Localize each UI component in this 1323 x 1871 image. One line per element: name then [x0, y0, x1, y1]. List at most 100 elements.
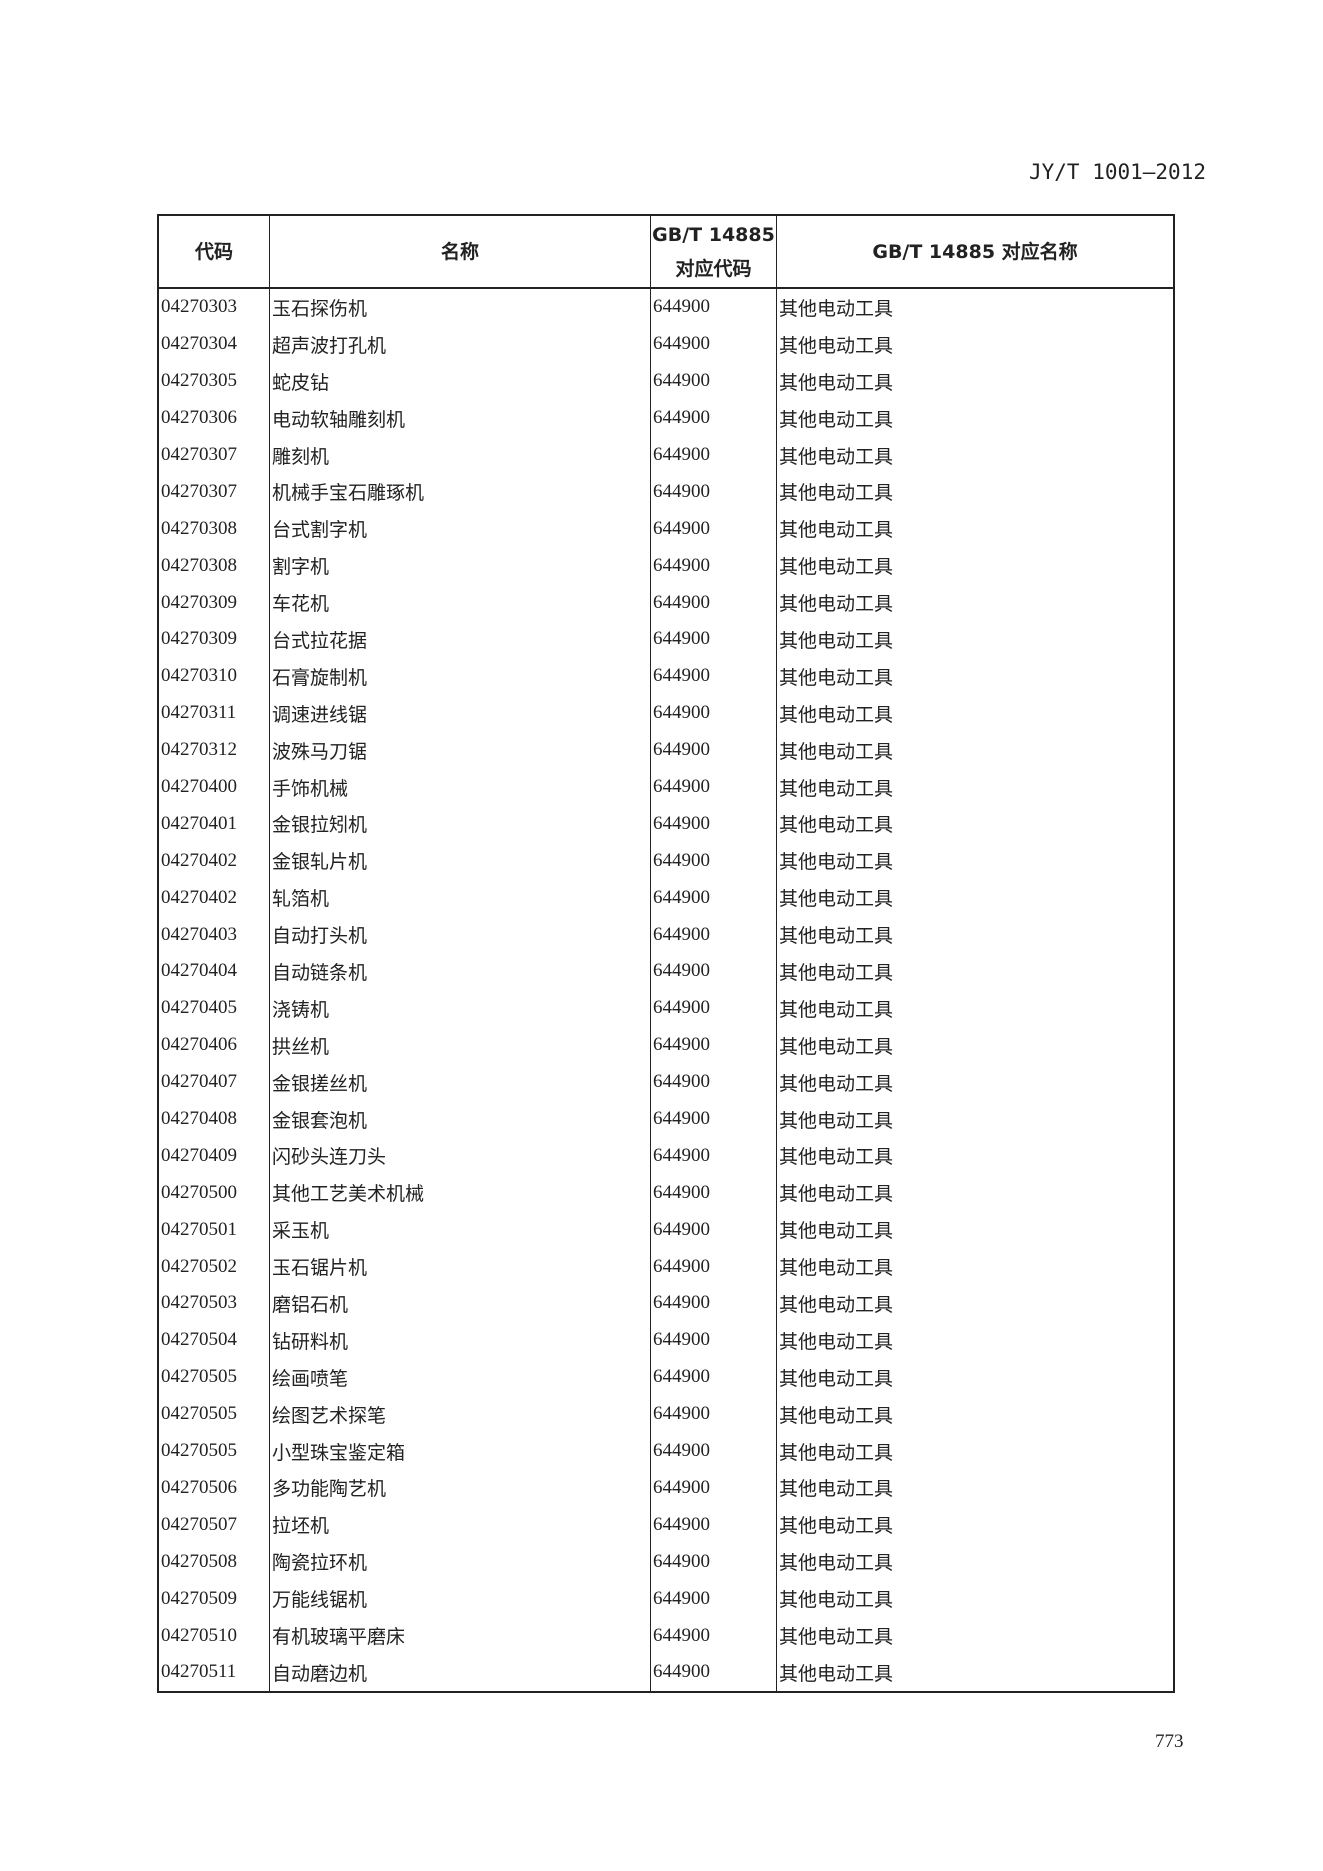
cell-gb-name: 其他电动工具 — [776, 510, 1175, 548]
page-number: 773 — [1155, 1731, 1184, 1752]
cell-gb-code: 644900 — [650, 436, 777, 474]
cell-code: 04270402 — [157, 842, 270, 880]
table-row: 04270505 绘图艺术探笔 644900 其他电动工具 — [157, 1395, 1175, 1433]
cell-name: 自动磨边机 — [269, 1653, 651, 1692]
cell-code: 04270403 — [157, 916, 270, 954]
table-row: 04270503 磨铝石机 644900 其他电动工具 — [157, 1285, 1175, 1322]
cell-code: 04270503 — [157, 1285, 270, 1322]
cell-gb-code: 644900 — [650, 657, 777, 695]
gb-code-line1: GB/T 14885 — [652, 223, 775, 246]
cell-code: 04270308 — [157, 547, 270, 585]
table-row: 04270506 多功能陶艺机 644900 其他电动工具 — [157, 1469, 1175, 1507]
table-row: 04270305 蛇皮钻 644900 其他电动工具 — [157, 362, 1175, 400]
cell-code: 04270400 — [157, 768, 270, 806]
cell-gb-name: 其他电动工具 — [776, 1137, 1175, 1175]
table-row: 04270309 台式拉花据 644900 其他电动工具 — [157, 621, 1175, 658]
table-header-row: 代码 名称 GB/T 14885 对应代码 GB/T 14885 对应名称 — [157, 214, 1175, 289]
cell-gb-code: 644900 — [650, 1248, 777, 1286]
cell-gb-name: 其他电动工具 — [776, 1469, 1175, 1507]
cell-name: 波殊马刀锯 — [269, 731, 651, 769]
cell-name: 拉坯机 — [269, 1506, 651, 1544]
cell-gb-code: 644900 — [650, 1432, 777, 1470]
table-row: 04270303 玉石探伤机 644900 其他电动工具 — [157, 288, 1175, 326]
cell-gb-name: 其他电动工具 — [776, 879, 1175, 917]
table-row: 04270308 台式割字机 644900 其他电动工具 — [157, 510, 1175, 548]
cell-code: 04270502 — [157, 1248, 270, 1286]
cell-gb-code: 644900 — [650, 1285, 777, 1322]
table-row: 04270400 手饰机械 644900 其他电动工具 — [157, 768, 1175, 806]
cell-gb-code: 644900 — [650, 879, 777, 917]
cell-gb-code: 644900 — [650, 805, 777, 843]
table-row: 04270307 雕刻机 644900 其他电动工具 — [157, 436, 1175, 474]
cell-code: 04270507 — [157, 1506, 270, 1544]
cell-name: 台式拉花据 — [269, 621, 651, 658]
table-row: 04270306 电动软轴雕刻机 644900 其他电动工具 — [157, 399, 1175, 437]
cell-gb-name: 其他电动工具 — [776, 1653, 1175, 1692]
cell-name: 绘图艺术探笔 — [269, 1395, 651, 1433]
cell-gb-code: 644900 — [650, 325, 777, 363]
gb-code-line2: 对应代码 — [675, 257, 752, 280]
cell-name: 有机玻璃平磨床 — [269, 1617, 651, 1654]
cell-gb-name: 其他电动工具 — [776, 953, 1175, 990]
cell-code: 04270508 — [157, 1543, 270, 1581]
table-row: 04270502 玉石锯片机 644900 其他电动工具 — [157, 1248, 1175, 1286]
cell-code: 04270501 — [157, 1211, 270, 1249]
table-row: 04270408 金银套泡机 644900 其他电动工具 — [157, 1100, 1175, 1138]
cell-gb-name: 其他电动工具 — [776, 362, 1175, 400]
cell-gb-name: 其他电动工具 — [776, 621, 1175, 658]
cell-code: 04270406 — [157, 1026, 270, 1064]
cell-gb-code: 644900 — [650, 916, 777, 954]
table-row: 04270402 金银轧片机 644900 其他电动工具 — [157, 842, 1175, 880]
cell-gb-code: 644900 — [650, 1395, 777, 1433]
cell-gb-code: 644900 — [650, 473, 777, 511]
cell-name: 玉石锯片机 — [269, 1248, 651, 1286]
cell-code: 04270307 — [157, 473, 270, 511]
cell-name: 台式割字机 — [269, 510, 651, 548]
cell-gb-name: 其他电动工具 — [776, 1174, 1175, 1212]
cell-name: 磨铝石机 — [269, 1285, 651, 1322]
cell-name: 蛇皮钻 — [269, 362, 651, 400]
cell-code: 04270402 — [157, 879, 270, 917]
cell-name: 金银搓丝机 — [269, 1063, 651, 1101]
cell-gb-code: 644900 — [650, 1321, 777, 1359]
cell-gb-name: 其他电动工具 — [776, 436, 1175, 474]
cell-gb-name: 其他电动工具 — [776, 842, 1175, 880]
cell-gb-code: 644900 — [650, 1174, 777, 1212]
cell-code: 04270500 — [157, 1174, 270, 1212]
cell-code: 04270404 — [157, 953, 270, 990]
cell-gb-code: 644900 — [650, 1580, 777, 1618]
table-row: 04270402 轧箔机 644900 其他电动工具 — [157, 879, 1175, 917]
cell-code: 04270511 — [157, 1653, 270, 1692]
cell-gb-name: 其他电动工具 — [776, 1543, 1175, 1581]
cell-code: 04270304 — [157, 325, 270, 363]
table-row: 04270311 调速进线锯 644900 其他电动工具 — [157, 694, 1175, 732]
cell-gb-name: 其他电动工具 — [776, 1432, 1175, 1470]
cell-gb-name: 其他电动工具 — [776, 1100, 1175, 1138]
cell-gb-code: 644900 — [650, 1063, 777, 1101]
cell-gb-name: 其他电动工具 — [776, 805, 1175, 843]
cell-name: 割字机 — [269, 547, 651, 585]
cell-name: 电动软轴雕刻机 — [269, 399, 651, 437]
cell-name: 玉石探伤机 — [269, 288, 651, 326]
cell-gb-name: 其他电动工具 — [776, 768, 1175, 806]
cell-name: 金银拉矧机 — [269, 805, 651, 843]
cell-name: 石膏旋制机 — [269, 657, 651, 695]
cell-gb-code: 644900 — [650, 1653, 777, 1692]
table-row: 04270511 自动磨边机 644900 其他电动工具 — [157, 1653, 1175, 1692]
code-table: 代码 名称 GB/T 14885 对应代码 GB/T 14885 对应名称 042… — [157, 214, 1175, 1693]
cell-name: 绘画喷笔 — [269, 1358, 651, 1396]
cell-code: 04270307 — [157, 436, 270, 474]
column-header-gb-code: GB/T 14885 对应代码 — [650, 214, 777, 289]
cell-code: 04270309 — [157, 621, 270, 658]
cell-gb-code: 644900 — [650, 1617, 777, 1654]
cell-gb-name: 其他电动工具 — [776, 1617, 1175, 1654]
cell-gb-name: 其他电动工具 — [776, 1026, 1175, 1064]
cell-name: 陶瓷拉环机 — [269, 1543, 651, 1581]
cell-name: 多功能陶艺机 — [269, 1469, 651, 1507]
cell-code: 04270306 — [157, 399, 270, 437]
cell-gb-name: 其他电动工具 — [776, 547, 1175, 585]
cell-code: 04270407 — [157, 1063, 270, 1101]
cell-gb-code: 644900 — [650, 842, 777, 880]
cell-gb-code: 644900 — [650, 768, 777, 806]
cell-gb-name: 其他电动工具 — [776, 731, 1175, 769]
